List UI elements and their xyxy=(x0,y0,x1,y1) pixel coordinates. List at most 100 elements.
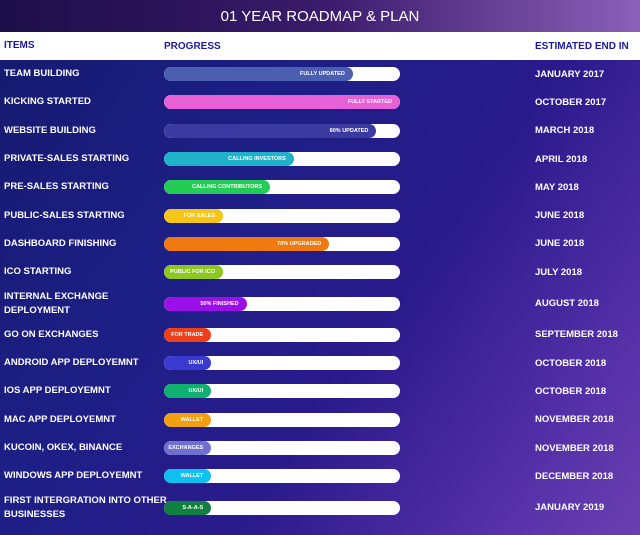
item: ICO STARTING xyxy=(4,266,72,278)
roadmap-row: INTERNAL EXCHANGE DEPLOYMENT 50% FINISHED… xyxy=(0,286,640,320)
progress-fill: PUBLIC FOR ICO xyxy=(164,265,223,280)
progress-label: UX/UI xyxy=(188,360,204,367)
progress-label: 70% UPGRADED xyxy=(277,240,322,247)
progress-fill: WALLET xyxy=(164,469,212,484)
progress-fill: 50% FINISHED xyxy=(164,296,247,311)
progress-fill: UX/UI xyxy=(164,384,212,399)
progress-label: CALLING CONTRIBUTORS xyxy=(192,184,263,191)
progress-label: FULLY UPDATED xyxy=(299,71,345,78)
progress-cell: UX/UI xyxy=(160,356,535,371)
end-date: JUNE 2018 xyxy=(535,210,585,222)
progress-cell: PUBLIC FOR ICO xyxy=(160,265,535,280)
progress-fill: FOR TRADE xyxy=(164,327,212,342)
roadmap-row: PRIVATE-SALES STARTING CALLING INVESTORS A… xyxy=(0,145,640,173)
end-date: MARCH 2018 xyxy=(535,125,595,137)
progress-label: WALLET xyxy=(180,473,204,480)
progress-cell: FULLY STARTED xyxy=(160,95,535,110)
progress-track: EXCHANGES xyxy=(164,441,400,455)
item: INTERNAL EXCHANGE DEPLOYMENT xyxy=(4,290,109,316)
roadmap-row: ICO STARTING PUBLIC FOR ICO JULY 2018 xyxy=(0,258,640,286)
roadmap-row: IOS APP DEPLOYEMNT UX/UI OCTOBER 2018 xyxy=(0,377,640,405)
progress-label: 50% FINISHED xyxy=(200,300,239,307)
title: 01 YEAR ROADMAP & PLAN xyxy=(0,0,640,32)
item: KICKING STARTED xyxy=(4,96,91,108)
roadmap-row: TEAM BUILDING FULLY UPDATED JANUARY 2017 xyxy=(0,60,640,88)
progress-fill: FULLY UPDATED xyxy=(164,67,353,82)
header: ITEMS xyxy=(4,40,35,51)
progress-fill: 70% UPGRADED xyxy=(164,236,330,251)
progress-track: UX/UI xyxy=(164,384,400,399)
progress-track: WALLET xyxy=(164,469,400,484)
progress-label: UX/UI xyxy=(188,388,204,395)
item: FIRST INTERGRATION INTO OTHER BUSINESSES xyxy=(4,494,167,520)
progress-fill: WALLET xyxy=(164,412,212,427)
end-date: JULY 2018 xyxy=(535,266,583,278)
item: MAC APP DEPLOYEMNT xyxy=(4,413,116,425)
end-date: NOVEMBER 2018 xyxy=(535,414,614,426)
item: IOS APP DEPLOYEMNT xyxy=(4,385,111,397)
progress-track: UX/UI xyxy=(164,356,400,371)
roadmap-row: WINDOWS APP DEPLOYEMNT WALLET DECEMBER 201… xyxy=(0,462,640,490)
progress-label: FULLY STARTED xyxy=(347,99,392,106)
progress-fill: CALLING CONTRIBUTORS xyxy=(164,180,271,195)
progress-fill: 80% UPDATED xyxy=(164,123,377,138)
progress-track: FULLY UPDATED xyxy=(164,67,400,82)
progress-track: CALLING CONTRIBUTORS xyxy=(164,180,400,195)
progress-fill: EXCHANGES xyxy=(164,441,212,455)
progress-cell: WALLET xyxy=(160,469,535,484)
progress-label: WALLET xyxy=(180,416,204,423)
progress-cell: CALLING CONTRIBUTORS xyxy=(160,180,535,195)
progress-track: FOR SALES xyxy=(164,208,400,223)
end-date: AUGUST 2018 xyxy=(535,298,599,310)
progress-fill: S-A-A-S xyxy=(164,500,212,515)
progress-cell: UX/UI xyxy=(160,384,535,399)
item: KUCOIN, OKEX, BINANCE xyxy=(4,442,123,453)
roadmap-row: PUBLIC-SALES STARTING FOR SALES JUNE 2018 xyxy=(0,201,640,229)
item: GO ON EXCHANGES xyxy=(4,328,99,340)
progress-track: FOR TRADE xyxy=(164,327,400,342)
progress-fill: CALLING INVESTORS xyxy=(164,152,294,167)
progress-label: FOR TRADE xyxy=(171,331,204,338)
end-date: OCTOBER 2018 xyxy=(535,385,607,397)
progress-cell: FOR SALES xyxy=(160,208,535,223)
item: WEBSITE BUILDING xyxy=(4,124,96,136)
end-date: DECEMBER 2018 xyxy=(535,470,614,482)
item: DASHBOARD FINISHING xyxy=(4,237,117,249)
item: PRE-SALES STARTING xyxy=(4,181,109,193)
progress-track: S-A-A-S xyxy=(164,500,400,515)
item: PRIVATE-SALES STARTING xyxy=(4,153,130,165)
end-date: MAY 2018 xyxy=(535,181,579,193)
progress-label: PUBLIC FOR ICO xyxy=(170,269,215,276)
progress-track: 50% FINISHED xyxy=(164,296,400,311)
progress-cell: EXCHANGES xyxy=(160,441,535,455)
progress-fill: UX/UI xyxy=(164,356,212,371)
progress-label: S-A-A-S xyxy=(182,504,204,511)
progress-track: FULLY STARTED xyxy=(164,95,400,110)
progress-fill: FOR SALES xyxy=(164,208,223,223)
progress-label: FOR SALES xyxy=(183,212,215,219)
end-date: OCTOBER 2018 xyxy=(535,357,607,369)
progress-cell: 80% UPDATED xyxy=(160,123,535,138)
progress-track: 70% UPGRADED xyxy=(164,236,400,251)
rows: TEAM BUILDING FULLY UPDATED JANUARY 2017 KI… xyxy=(0,60,640,525)
end-date: JANUARY 2017 xyxy=(535,68,605,80)
progress-fill: FULLY STARTED xyxy=(164,95,400,110)
progress-cell: 50% FINISHED xyxy=(160,296,535,311)
item: ANDROID APP DEPLOYEMNT xyxy=(4,357,139,369)
roadmap-row: FIRST INTERGRATION INTO OTHER BUSINESSES… xyxy=(0,490,640,524)
progress-cell: FOR TRADE xyxy=(160,327,535,342)
progress-track: WALLET xyxy=(164,412,400,427)
end-date: OCTOBER 2017 xyxy=(535,96,607,108)
end-date: JANUARY 2019 xyxy=(535,502,605,514)
progress-cell: WALLET xyxy=(160,412,535,427)
progress-label: EXCHANGES xyxy=(168,445,204,451)
progress-track: CALLING INVESTORS xyxy=(164,152,400,167)
header: PROGRESS xyxy=(164,40,221,52)
item: WINDOWS APP DEPLOYEMNT xyxy=(4,470,143,482)
item: PUBLIC-SALES STARTING xyxy=(4,209,125,221)
progress-label: 80% UPDATED xyxy=(329,127,369,134)
roadmap-row: ANDROID APP DEPLOYEMNT UX/UI OCTOBER 2018 xyxy=(0,349,640,377)
roadmap-row: DASHBOARD FINISHING 70% UPGRADED JUNE 2018 xyxy=(0,230,640,258)
progress-cell: FULLY UPDATED xyxy=(160,67,535,82)
